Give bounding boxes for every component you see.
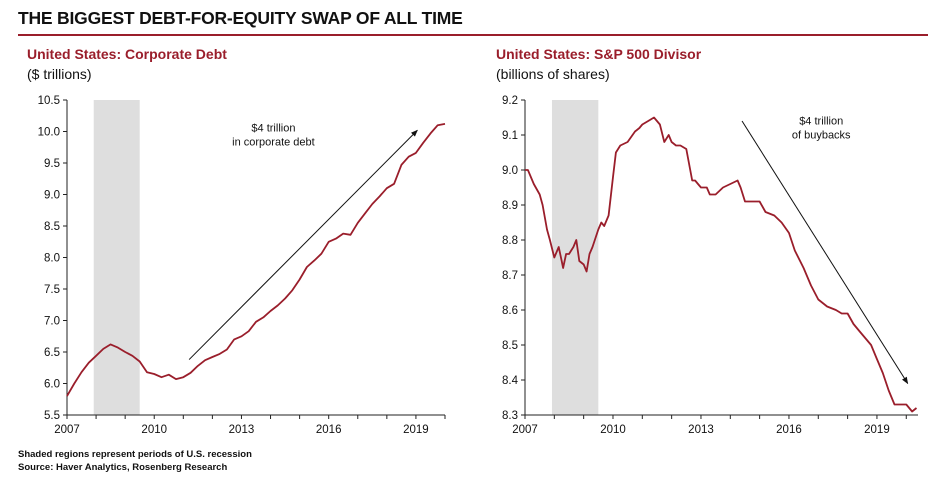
debt-x-tick-label: 2019 [403, 424, 429, 436]
debt-y-tick-label: 9.5 [44, 158, 60, 170]
title-rule [18, 34, 928, 36]
divisor-x-tick-label: 2010 [600, 424, 626, 436]
debt-y-tick-label: 8.5 [44, 221, 60, 233]
divisor-series-line [525, 116, 918, 413]
sp500-divisor-chart: 8.3 8.4 8.5 8.6 8.7 8.8 8.9 9.0 9.1 9.2 2007 2010 20… [502, 95, 918, 436]
debt-x-tick-label: 2013 [229, 424, 255, 436]
debt-y-tick-label: 9.0 [44, 190, 60, 202]
divisor-y-tick-label: 8.6 [502, 305, 518, 317]
debt-y-tick-label: 6.0 [44, 379, 60, 391]
divisor-trend-arrow [741, 120, 909, 385]
debt-y-tick-label: 7.0 [44, 316, 60, 328]
divisor-y-tick-label: 8.3 [502, 410, 518, 422]
divisor-x-tick-label: 2019 [864, 424, 890, 436]
divisor-recession-band [551, 100, 599, 415]
right-chart-title: United States: S&P 500 Divisor [496, 46, 702, 62]
divisor-y-tick-label: 8.9 [502, 200, 518, 212]
debt-recession-band [93, 100, 140, 415]
debt-annotation: in corporate debt [232, 136, 315, 148]
debt-y-tick-label: 7.5 [44, 284, 60, 296]
divisor-x-tick-label: 2007 [512, 424, 538, 436]
debt-x-tick-label: 2010 [141, 424, 167, 436]
page-title: THE BIGGEST DEBT-FOR-EQUITY SWAP OF ALL … [18, 8, 463, 28]
divisor-y-tick-label: 9.2 [502, 95, 518, 107]
debt-x-tick-label: 2016 [316, 424, 342, 436]
debt-series-line [66, 123, 446, 397]
left-chart-title: United States: Corporate Debt [27, 46, 227, 62]
divisor-x-tick-label: 2016 [776, 424, 802, 436]
divisor-y-tick-label: 8.4 [502, 375, 519, 387]
recession-footnote: Shaded regions represent periods of U.S.… [18, 449, 252, 460]
divisor-y-tick-label: 8.8 [502, 235, 518, 247]
right-chart-subtitle: (billions of shares) [496, 66, 610, 82]
debt-trend-arrow [188, 129, 418, 360]
debt-y-tick-label: 6.5 [44, 347, 60, 359]
source-footnote: Source: Haver Analytics, Rosenberg Resea… [18, 462, 228, 473]
divisor-annotation: of buybacks [792, 130, 851, 142]
divisor-y-tick-label: 8.5 [502, 340, 518, 352]
divisor-y-tick-label: 9.1 [502, 130, 518, 142]
debt-y-tick-label: 5.5 [44, 410, 60, 422]
debt-x-tick-label: 2007 [54, 424, 80, 436]
debt-annotation: $4 trillion [251, 123, 295, 135]
divisor-y-tick-label: 9.0 [502, 165, 518, 177]
debt-y-tick-label: 10.0 [38, 127, 60, 139]
debt-y-tick-label: 8.0 [44, 253, 60, 265]
divisor-y-tick-label: 8.7 [502, 270, 518, 282]
divisor-annotation: $4 trillion [799, 116, 843, 128]
debt-y-tick-label: 10.5 [38, 95, 60, 107]
corporate-debt-chart: 5.5 6.0 6.5 7.0 7.5 8.0 8.5 9.0 9.5 10.0 10.5 2007 2… [38, 95, 446, 436]
divisor-x-tick-label: 2013 [688, 424, 714, 436]
left-chart-subtitle: ($ trillions) [27, 66, 92, 82]
